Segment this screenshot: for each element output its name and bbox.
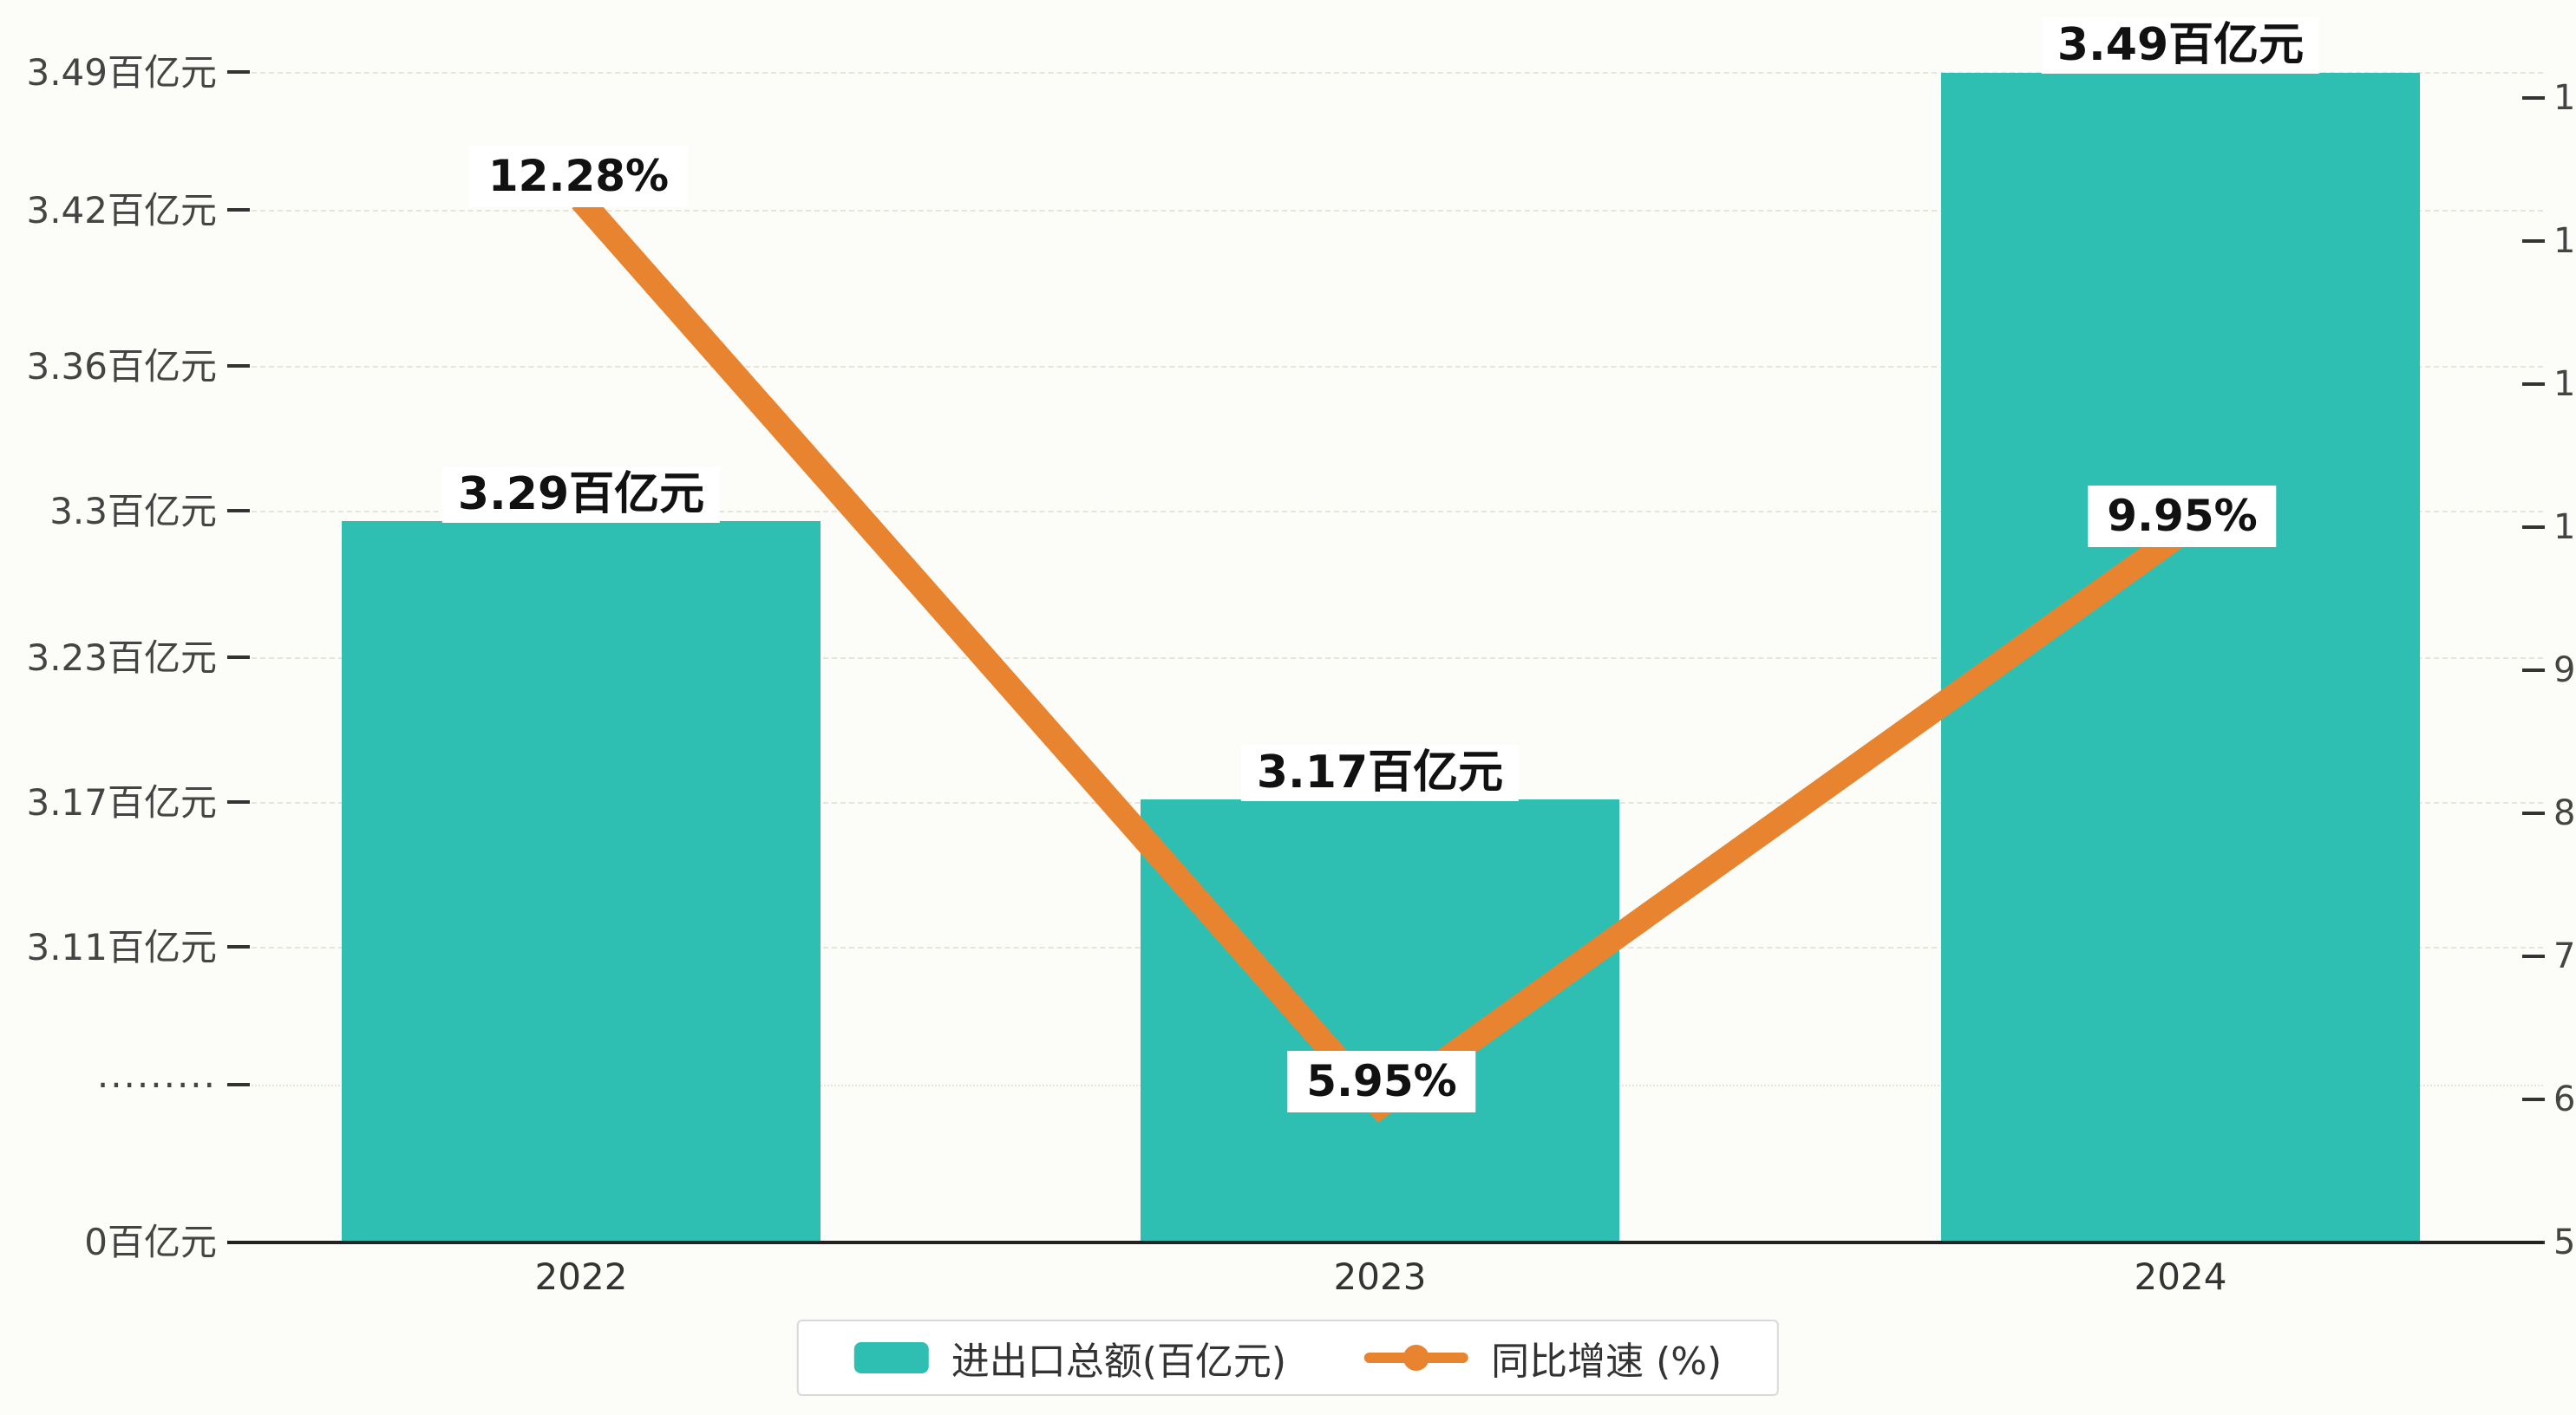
left-axis-tick: [227, 364, 250, 368]
left-axis-tick: [227, 1083, 250, 1086]
right-axis-tick: [2522, 525, 2545, 529]
right-axis-label: 13: [2553, 78, 2576, 118]
line-point-label-2023: 5.95%: [1287, 1051, 1476, 1112]
legend-item-line-series[interactable]: 同比增速 (%): [1364, 1330, 1722, 1386]
legend: 进出口总额(百亿元) 同比增速 (%): [796, 1320, 1780, 1396]
left-axis-tick: [227, 800, 250, 804]
line-point-label-2024: 9.95%: [2088, 486, 2277, 547]
gridline: [234, 72, 2543, 74]
bar-value-label-2022: 3.29百亿元: [441, 466, 721, 524]
left-axis-tick: [227, 70, 250, 74]
right-axis-label: 7: [2553, 936, 2576, 976]
right-axis-label: 12: [2553, 221, 2576, 261]
left-axis-break-label: ·········: [96, 1064, 217, 1106]
line-point-label-2022: 12.28%: [468, 146, 689, 207]
left-axis-label: 3.49百亿元: [26, 51, 217, 94]
x-axis-label-2023: 2023: [1333, 1255, 1427, 1298]
left-axis-tick: [227, 509, 250, 512]
bar-value-label-2023: 3.17百亿元: [1240, 745, 1520, 802]
left-axis-label: 3.11百亿元: [26, 926, 217, 968]
left-axis-label: 3.17百亿元: [26, 781, 217, 824]
right-axis-tick: [2522, 382, 2545, 386]
left-axis-label: 3.36百亿元: [26, 345, 217, 388]
left-axis-tick: [227, 655, 250, 659]
right-axis-tick: [2522, 1098, 2545, 1101]
right-axis-label: 11: [2553, 364, 2576, 404]
legend-item-bar-series[interactable]: 进出口总额(百亿元): [853, 1330, 1287, 1386]
right-axis-label: 9: [2553, 650, 2576, 690]
bar-series-swatch: [853, 1342, 929, 1373]
line-series-swatch: [1364, 1342, 1469, 1373]
bar-value-label-2024: 3.49百亿元: [2041, 17, 2320, 75]
left-axis-label: 3.3百亿元: [49, 490, 217, 532]
legend-label-bar-series: 进出口总额(百亿元): [951, 1340, 1287, 1384]
bar-2023[interactable]: [1141, 799, 1619, 1242]
left-axis-label: 3.42百亿元: [26, 189, 217, 231]
x-axis-line: [227, 1241, 2543, 1244]
left-axis-tick: [227, 208, 250, 212]
legend-label-line-series: 同比增速 (%): [1491, 1340, 1723, 1384]
right-axis-tick: [2522, 239, 2545, 243]
right-axis-tick: [2522, 96, 2545, 100]
left-axis-tick: [227, 945, 250, 949]
right-axis-tick: [2522, 955, 2545, 958]
right-axis-tick: [2522, 668, 2545, 672]
right-axis-label: 5: [2553, 1223, 2576, 1262]
left-axis-label: 3.23百亿元: [26, 636, 217, 679]
line-swatch-dot-icon: [1403, 1345, 1430, 1371]
right-axis-tick: [2522, 812, 2545, 815]
right-axis-label: 10: [2553, 507, 2576, 547]
bar-2022[interactable]: [342, 521, 821, 1242]
x-axis-label-2024: 2024: [2134, 1255, 2227, 1298]
bar-2024[interactable]: [1941, 73, 2420, 1242]
left-axis-label: 0百亿元: [84, 1221, 217, 1263]
right-axis-label: 8: [2553, 793, 2576, 833]
x-axis-label-2022: 2022: [534, 1255, 628, 1298]
right-axis-label: 6: [2553, 1079, 2576, 1119]
